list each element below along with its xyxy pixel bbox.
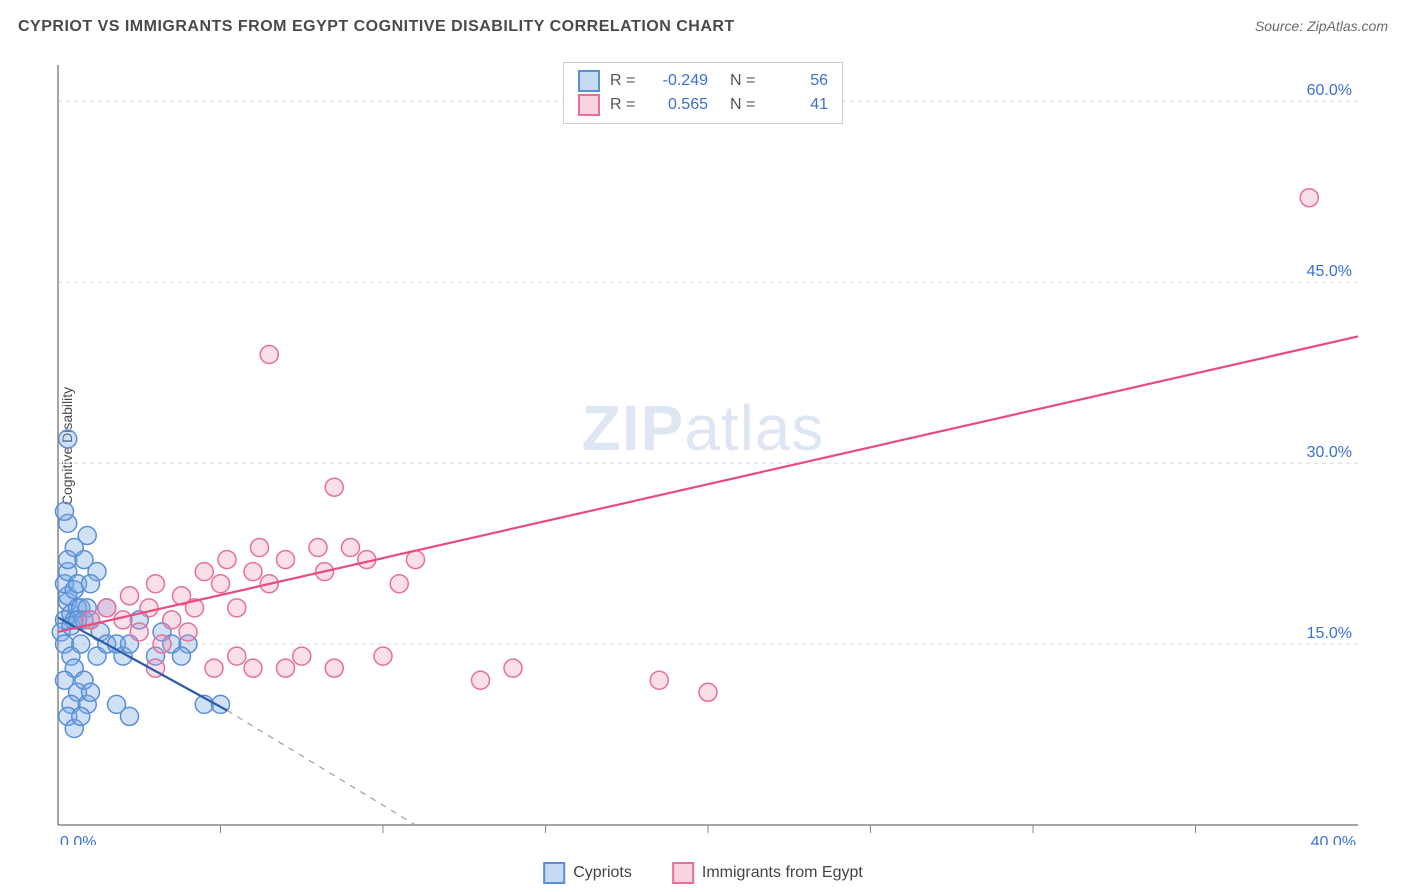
legend-item-cypriots: Cypriots [543,862,632,884]
legend-row-pink: R = 0.565 N = 41 [578,93,828,117]
legend-swatch-pink [578,94,600,116]
svg-text:40.0%: 40.0% [1311,834,1356,845]
chart-area: 15.0% 30.0% 45.0% 60.0% 0.0% 40.0% [48,55,1388,845]
legend-item-egypt: Immigrants from Egypt [672,862,863,884]
svg-text:0.0%: 0.0% [60,834,96,845]
legend-swatch-blue-icon [543,862,565,884]
source-attribution: Source: ZipAtlas.com [1255,18,1388,34]
legend-swatch-blue [578,70,600,92]
legend-swatch-pink-icon [672,862,694,884]
svg-text:15.0%: 15.0% [1307,625,1352,642]
correlation-legend: R = -0.249 N = 56 R = 0.565 N = 41 [563,62,843,124]
legend-row-blue: R = -0.249 N = 56 [578,69,828,93]
chart-title: CYPRIOT VS IMMIGRANTS FROM EGYPT COGNITI… [18,18,735,36]
svg-text:45.0%: 45.0% [1307,263,1352,280]
scatter-chart-svg: 15.0% 30.0% 45.0% 60.0% 0.0% 40.0% [48,55,1388,845]
series-legend: Cypriots Immigrants from Egypt [543,862,863,884]
svg-text:60.0%: 60.0% [1307,82,1352,99]
svg-text:30.0%: 30.0% [1307,444,1352,461]
